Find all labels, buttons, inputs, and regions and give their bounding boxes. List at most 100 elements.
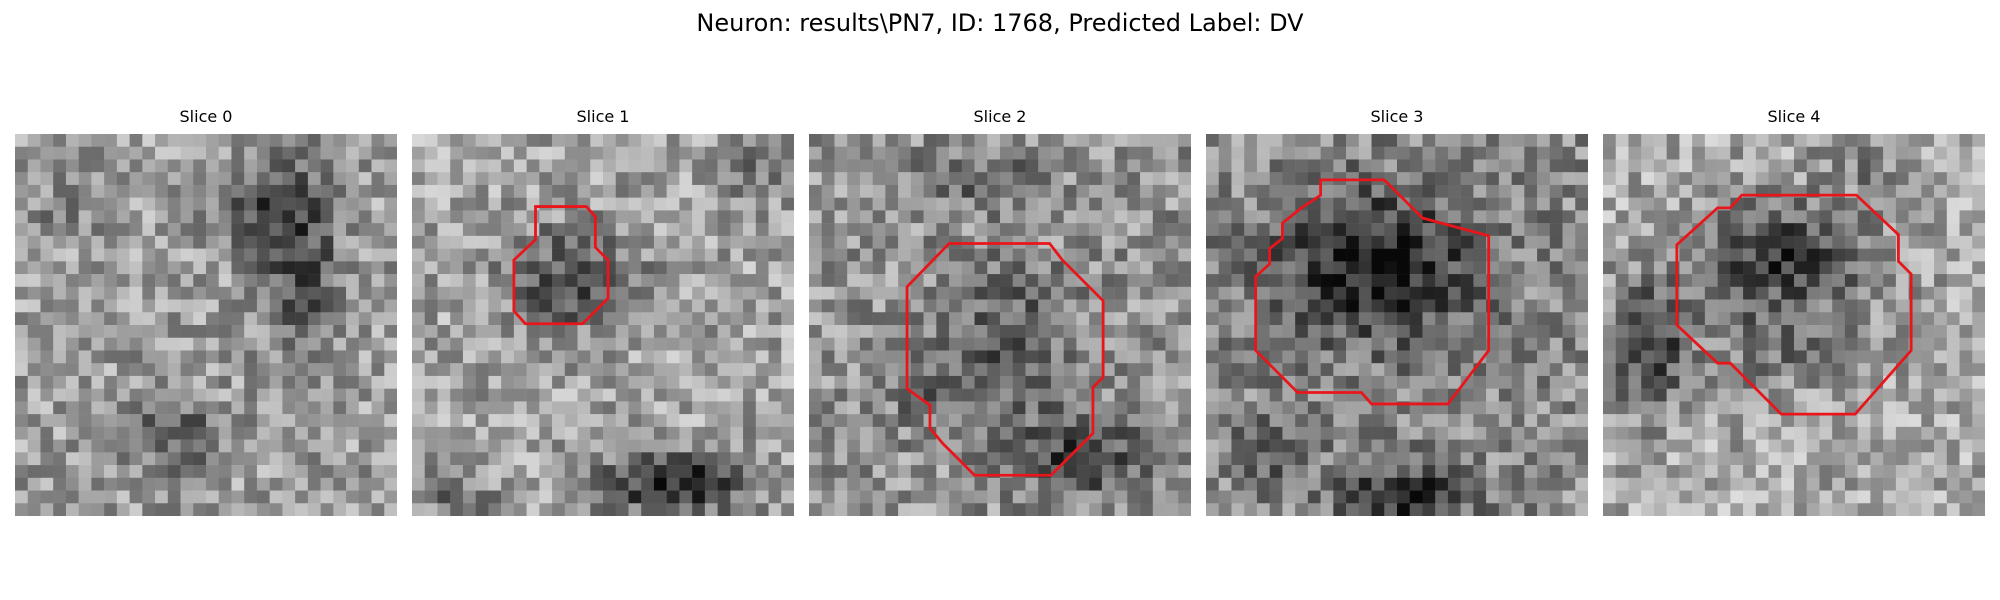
image-pixel	[653, 159, 667, 173]
image-pixel	[1549, 337, 1563, 351]
image-pixel	[1511, 452, 1525, 466]
image-pixel	[78, 439, 92, 453]
image-pixel	[1473, 197, 1487, 211]
image-pixel	[1946, 375, 1960, 389]
image-pixel	[1127, 426, 1141, 440]
image-pixel	[653, 490, 667, 504]
image-pixel	[666, 452, 680, 466]
image-pixel	[704, 248, 718, 262]
image-pixel	[15, 184, 28, 198]
image-pixel	[295, 159, 309, 173]
image-pixel	[1537, 210, 1551, 224]
image-pixel	[1320, 375, 1334, 389]
image-pixel	[755, 210, 769, 224]
image-pixel	[129, 452, 143, 466]
image-pixel	[1628, 414, 1642, 428]
image-pixel	[129, 401, 143, 415]
image-pixel	[65, 134, 79, 147]
image-pixel	[603, 261, 616, 275]
image-pixel	[1921, 210, 1935, 224]
image-pixel	[1704, 363, 1718, 377]
image-pixel	[755, 414, 769, 428]
image-pixel	[1934, 439, 1948, 453]
image-pixel	[256, 159, 270, 173]
image-pixel	[1768, 210, 1782, 224]
image-pixel	[603, 401, 616, 415]
image-pixel	[193, 172, 207, 186]
image-pixel	[91, 223, 105, 237]
image-pixel	[15, 210, 28, 224]
image-pixel	[501, 184, 515, 198]
image-pixel	[501, 172, 515, 186]
image-pixel	[256, 261, 270, 275]
image-pixel	[1114, 325, 1128, 338]
image-pixel	[885, 146, 899, 160]
image-pixel	[936, 286, 950, 300]
image-pixel	[244, 503, 258, 516]
image-pixel	[1089, 197, 1103, 211]
image-pixel	[1114, 490, 1128, 504]
image-pixel	[1524, 261, 1538, 275]
image-pixel	[704, 172, 718, 186]
image-pixel	[1384, 503, 1398, 516]
image-pixel	[412, 299, 425, 313]
image-pixel	[961, 159, 975, 173]
image-pixel	[1628, 350, 1642, 364]
image-pixel	[526, 439, 540, 453]
image-pixel	[1178, 439, 1191, 453]
image-pixel	[781, 235, 794, 249]
image-pixel	[333, 184, 347, 198]
image-pixel	[1641, 465, 1655, 479]
image-pixel	[577, 401, 591, 415]
image-pixel	[1870, 503, 1884, 516]
image-pixel	[781, 172, 794, 186]
image-pixel	[1473, 477, 1487, 491]
image-pixel	[40, 261, 54, 275]
image-pixel	[384, 146, 397, 160]
image-pixel	[1628, 363, 1642, 377]
image-pixel	[167, 172, 181, 186]
image-pixel	[666, 401, 680, 415]
image-pixel	[564, 197, 578, 211]
image-pixel	[1666, 223, 1680, 237]
image-pixel	[1549, 286, 1563, 300]
image-pixel	[1384, 274, 1398, 288]
image-pixel	[615, 223, 629, 237]
image-pixel	[987, 503, 1001, 516]
image-pixel	[358, 261, 372, 275]
image-pixel	[1743, 414, 1757, 428]
image-pixel	[358, 337, 372, 351]
image-pixel	[193, 286, 207, 300]
image-pixel	[1755, 312, 1769, 326]
image-pixel	[1781, 375, 1795, 389]
image-pixel	[437, 210, 451, 224]
image-pixel	[1562, 363, 1576, 377]
image-pixel	[1895, 184, 1909, 198]
image-pixel	[155, 414, 169, 428]
image-pixel	[641, 426, 655, 440]
image-pixel	[564, 388, 578, 402]
image-pixel	[1000, 299, 1013, 313]
image-pixel	[1076, 452, 1090, 466]
image-pixel	[666, 172, 680, 186]
image-pixel	[1038, 299, 1052, 313]
image-pixel	[1679, 426, 1693, 440]
image-pixel	[1537, 375, 1551, 389]
image-pixel	[730, 223, 744, 237]
image-pixel	[1666, 465, 1680, 479]
image-pixel	[53, 363, 67, 377]
image-pixel	[961, 184, 975, 198]
image-pixel	[116, 172, 130, 186]
image-pixel	[679, 337, 693, 351]
image-pixel	[1114, 146, 1128, 160]
image-pixel	[1256, 363, 1270, 377]
image-pixel	[1435, 414, 1449, 428]
image-pixel	[218, 197, 232, 211]
image-pixel	[116, 223, 130, 237]
image-pixel	[1870, 452, 1884, 466]
image-pixel	[1409, 350, 1423, 364]
image-pixel	[564, 337, 578, 351]
image-pixel	[1165, 439, 1179, 453]
image-pixel	[1165, 375, 1179, 389]
image-pixel	[1025, 375, 1039, 389]
